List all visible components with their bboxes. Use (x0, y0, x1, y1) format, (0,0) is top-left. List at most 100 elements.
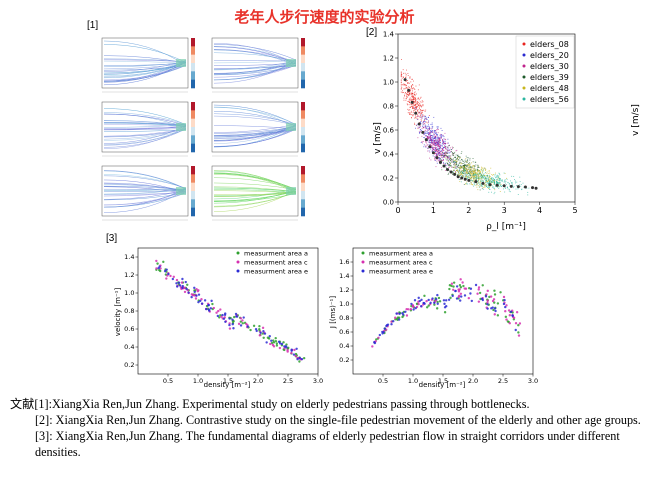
data-point (478, 176, 480, 178)
data-point (415, 103, 417, 105)
data-point (480, 171, 482, 173)
data-point (414, 103, 416, 105)
data-point (460, 163, 462, 165)
data-point (430, 148, 432, 150)
data-point (445, 139, 447, 141)
data-point (496, 176, 498, 178)
data-point (405, 87, 407, 89)
data-point (428, 124, 430, 126)
data-point (409, 92, 411, 94)
data-point (443, 152, 445, 154)
data-point (181, 284, 184, 288)
data-point (453, 160, 455, 162)
data-point (458, 299, 462, 302)
data-point (513, 187, 514, 189)
data-point (486, 175, 488, 177)
data-point (417, 126, 419, 128)
data-point (479, 185, 481, 187)
data-point (480, 173, 482, 175)
data-point (412, 308, 415, 311)
data-point (469, 177, 471, 179)
data-point (197, 293, 201, 296)
data-point (467, 172, 469, 174)
data-point (422, 124, 424, 126)
data-point (514, 182, 516, 184)
data-point (482, 176, 484, 178)
data-point (413, 98, 415, 100)
data-point (440, 157, 442, 158)
data-point (487, 175, 489, 177)
data-point (473, 180, 475, 182)
data-point (401, 92, 403, 94)
data-point (447, 156, 449, 158)
data-point (414, 95, 416, 97)
data-point (442, 140, 444, 141)
data-point (440, 154, 442, 156)
data-point (457, 170, 459, 172)
data-point (487, 179, 489, 181)
colorbar-segment (301, 102, 305, 111)
data-point (183, 290, 187, 294)
data-point (443, 157, 444, 159)
data-point (472, 174, 474, 176)
data-point (434, 156, 436, 158)
data-point (465, 183, 467, 185)
data-point (292, 353, 296, 356)
data-point (436, 153, 438, 155)
data-point (413, 102, 415, 104)
data-point (435, 142, 437, 144)
data-point (442, 135, 444, 137)
data-point (429, 301, 432, 305)
data-point (464, 171, 466, 173)
data-point (472, 170, 474, 172)
data-point (400, 71, 402, 73)
data-point (438, 160, 440, 162)
data-point (514, 180, 516, 182)
data-point (452, 158, 454, 160)
data-point (443, 155, 445, 157)
data-point (478, 173, 480, 175)
data-point (442, 138, 443, 140)
legend-marker (522, 75, 526, 79)
data-point (467, 176, 469, 178)
data-point (400, 91, 402, 93)
data-point (449, 159, 451, 161)
data-point (503, 172, 505, 174)
data-point (421, 111, 423, 113)
data-point (468, 166, 470, 168)
data-point (450, 159, 451, 161)
data-point (467, 173, 469, 175)
data-point (302, 356, 306, 360)
data-point (409, 103, 411, 105)
data-point (460, 172, 462, 173)
data-point (487, 182, 489, 184)
data-point (440, 136, 442, 138)
data-point (457, 156, 459, 158)
data-point (459, 174, 461, 176)
data-point (406, 96, 408, 98)
data-point (521, 189, 523, 191)
data-point (493, 177, 495, 179)
data-point (459, 180, 461, 182)
data-point (441, 159, 443, 161)
data-point (410, 89, 412, 91)
data-point (474, 169, 476, 171)
data-point (423, 144, 425, 146)
data-point (510, 180, 511, 182)
data-point (494, 179, 496, 181)
subplot-frame (101, 165, 189, 217)
data-point (455, 150, 457, 152)
data-point (468, 172, 470, 174)
data-point (469, 171, 471, 173)
data-point (449, 157, 451, 159)
data-point (478, 180, 480, 182)
data-point (486, 289, 489, 293)
data-point (425, 118, 427, 120)
data-point (430, 159, 432, 161)
data-point (434, 149, 435, 151)
data-point (408, 100, 410, 102)
data-point (431, 124, 433, 126)
data-point (181, 286, 184, 290)
data-point (441, 130, 443, 131)
data-point (433, 143, 435, 145)
